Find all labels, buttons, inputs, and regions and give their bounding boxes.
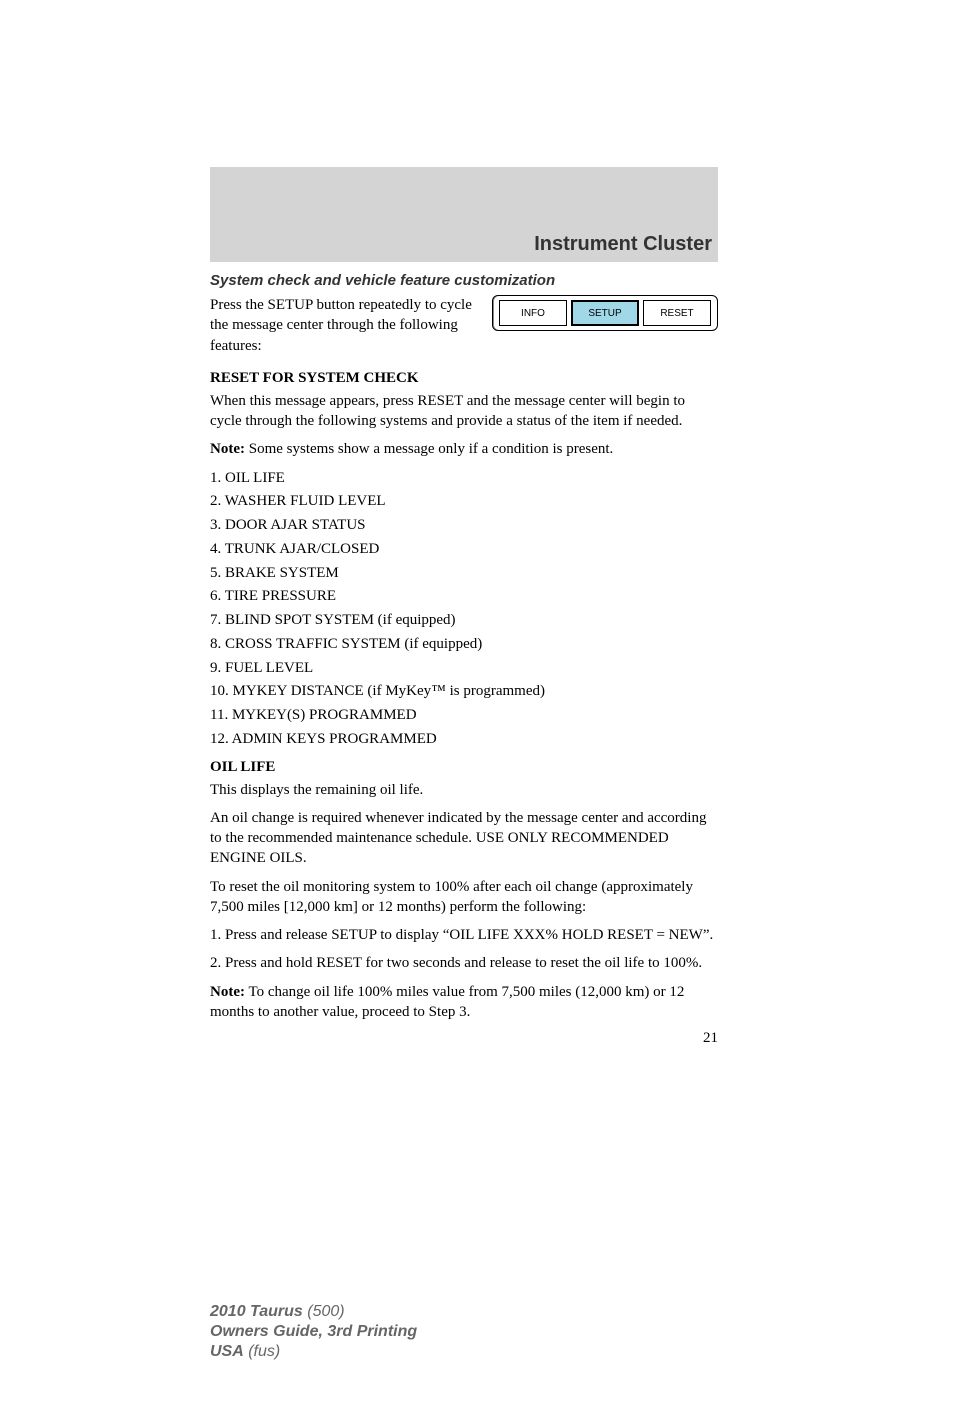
reset-button[interactable]: RESET	[643, 300, 711, 326]
list-item: 2. WASHER FLUID LEVEL	[210, 491, 718, 513]
footer-region-code: (fus)	[244, 1343, 280, 1360]
footer-line-1: 2010 Taurus (500)	[210, 1302, 417, 1322]
page-number: 21	[210, 1030, 718, 1047]
footer-line-3: USA (fus)	[210, 1342, 417, 1362]
note-1: Note: Some systems show a message only i…	[210, 439, 718, 459]
list-item: 7. BLIND SPOT SYSTEM (if equipped)	[210, 610, 718, 632]
list-item: 4. TRUNK AJAR/CLOSED	[210, 539, 718, 561]
oil-step-2: 2. Press and hold RESET for two seconds …	[210, 953, 718, 973]
list-item: 10. MYKEY DISTANCE (if MyKey™ is program…	[210, 681, 718, 703]
oil-p3: To reset the oil monitoring system to 10…	[210, 877, 718, 918]
subheading-customization: System check and vehicle feature customi…	[210, 272, 718, 289]
oil-p1: This displays the remaining oil life.	[210, 780, 718, 800]
list-item: 11. MYKEY(S) PROGRAMMED	[210, 705, 718, 727]
system-list: 1. OIL LIFE2. WASHER FLUID LEVEL3. DOOR …	[210, 468, 718, 751]
oil-life-heading: OIL LIFE	[210, 759, 718, 776]
intro-text: Press the SETUP button repeatedly to cyc…	[210, 295, 480, 356]
footer: 2010 Taurus (500) Owners Guide, 3rd Prin…	[210, 1302, 417, 1362]
footer-region: USA	[210, 1343, 244, 1360]
note-label: Note:	[210, 984, 245, 1000]
content-area: System check and vehicle feature customi…	[210, 262, 718, 1047]
oil-step-1: 1. Press and release SETUP to display “O…	[210, 925, 718, 945]
list-item: 5. BRAKE SYSTEM	[210, 563, 718, 585]
page-container: Instrument Cluster System check and vehi…	[0, 167, 954, 1402]
reset-paragraph: When this message appears, press RESET a…	[210, 391, 718, 432]
list-item: 9. FUEL LEVEL	[210, 658, 718, 680]
note-2: Note: To change oil life 100% miles valu…	[210, 982, 718, 1023]
note-label: Note:	[210, 441, 245, 457]
note-text: Some systems show a message only if a co…	[245, 441, 613, 457]
setup-button[interactable]: SETUP	[571, 300, 639, 326]
list-item: 3. DOOR AJAR STATUS	[210, 515, 718, 537]
list-item: 6. TIRE PRESSURE	[210, 586, 718, 608]
list-item: 12. ADMIN KEYS PROGRAMMED	[210, 729, 718, 751]
button-panel: INFO SETUP RESET	[492, 295, 718, 331]
header-bar: Instrument Cluster	[210, 167, 718, 262]
info-button[interactable]: INFO	[499, 300, 567, 326]
footer-line-2: Owners Guide, 3rd Printing	[210, 1322, 417, 1342]
section-title: Instrument Cluster	[534, 233, 712, 256]
reset-heading: RESET FOR SYSTEM CHECK	[210, 370, 718, 387]
footer-model: 2010 Taurus	[210, 1303, 303, 1320]
footer-code: (500)	[303, 1303, 345, 1320]
oil-p2: An oil change is required whenever indic…	[210, 808, 718, 869]
list-item: 8. CROSS TRAFFIC SYSTEM (if equipped)	[210, 634, 718, 656]
intro-row: Press the SETUP button repeatedly to cyc…	[210, 295, 718, 356]
note-text: To change oil life 100% miles value from…	[210, 984, 684, 1020]
list-item: 1. OIL LIFE	[210, 468, 718, 490]
